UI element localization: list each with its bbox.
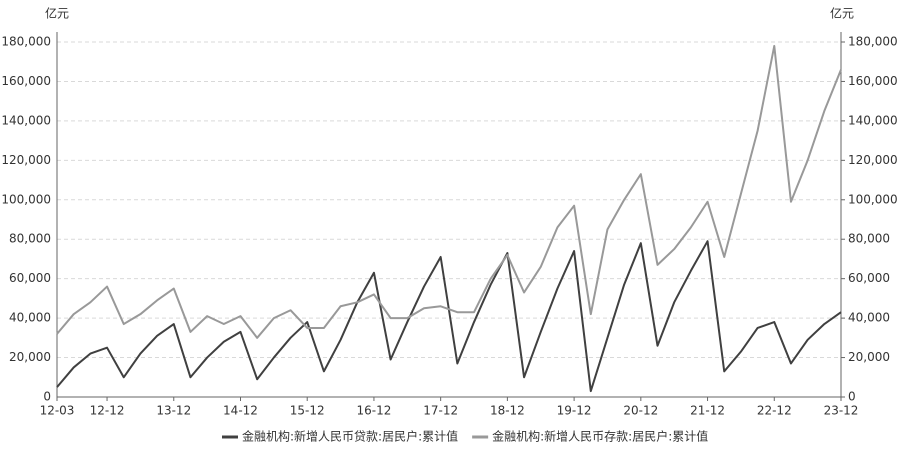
y-tick-label: 100,000 (1, 192, 51, 206)
line-series (56, 44, 842, 339)
y2-tick-label: 180,000 (848, 35, 898, 49)
y-tick-label: 40,000 (9, 311, 51, 325)
x-tick-label: 12-03 (40, 404, 75, 418)
y2-tick-label: 140,000 (848, 113, 898, 127)
x-tick-label: 14-12 (223, 404, 258, 418)
y-axis-unit: 亿元 (45, 6, 69, 21)
x-tick-label: 18-12 (490, 404, 525, 418)
x-tick-label: 17-12 (423, 404, 458, 418)
x-tick-label: 23-12 (824, 404, 859, 418)
legend-label: 金融机构:新增人民币贷款:居民户:累计值 (242, 429, 458, 444)
x-tick-label: 22-12 (757, 404, 792, 418)
y-tick-label: 140,000 (1, 113, 51, 127)
x-tick-label: 19-12 (557, 404, 592, 418)
y-tick-label: 160,000 (1, 74, 51, 88)
y2-axis-unit: 亿元 (830, 6, 854, 21)
x-tick-label: 16-12 (356, 404, 391, 418)
y-tick-label: 20,000 (9, 350, 51, 364)
x-tick-label: 20-12 (623, 404, 658, 418)
y2-tick-label: 120,000 (848, 153, 898, 167)
y2-tick-label: 80,000 (848, 232, 890, 246)
y-tick-label: 180,000 (1, 35, 51, 49)
y2-tick-label: 100,000 (848, 192, 898, 206)
y2-tick-label: 40,000 (848, 311, 890, 325)
x-tick-label: 15-12 (290, 404, 325, 418)
x-tick-label: 21-12 (690, 404, 725, 418)
y2-tick-label: 60,000 (848, 271, 890, 285)
y2-tick-label: 160,000 (848, 74, 898, 88)
y-tick-label: 80,000 (9, 232, 51, 246)
x-tick-label: 13-12 (156, 404, 191, 418)
y2-tick-label: 20,000 (848, 350, 890, 364)
y-tick-label: 120,000 (1, 153, 51, 167)
legend-label: 金融机构:新增人民币存款:居民户:累计值 (492, 429, 708, 444)
y-tick-label: 0 (43, 390, 51, 404)
y-tick-label: 60,000 (9, 271, 51, 285)
y2-tick-label: 0 (848, 390, 856, 404)
line-series (56, 240, 842, 393)
x-tick-label: 12-12 (90, 404, 125, 418)
